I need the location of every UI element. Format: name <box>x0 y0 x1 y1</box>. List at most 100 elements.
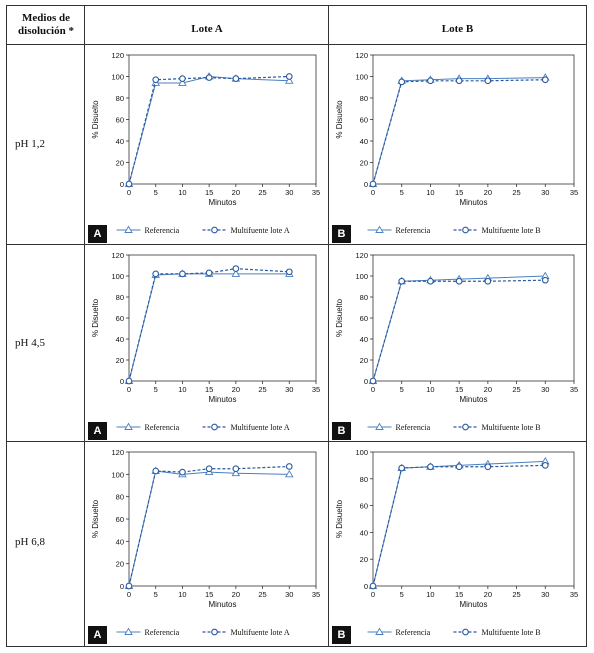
y-tick-label: 80 <box>360 94 368 103</box>
data-point <box>285 469 294 478</box>
data-point <box>125 377 133 385</box>
legend-marker <box>462 423 469 431</box>
y-tick-label: 0 <box>364 180 368 189</box>
legend-label: Referencia <box>145 423 180 432</box>
panel-badge-a: A <box>88 626 107 644</box>
row-label-ph68: pH 6,8 <box>15 536 45 548</box>
legend-label: Referencia <box>396 423 431 432</box>
x-tick-label: 10 <box>426 385 434 394</box>
y-axis-label: % Disuelto <box>91 100 100 139</box>
x-tick-label: 20 <box>232 590 240 599</box>
series-line <box>372 77 546 185</box>
data-point <box>369 180 377 188</box>
y-tick-label: 60 <box>116 515 124 524</box>
x-tick-label: 15 <box>205 590 213 599</box>
y-tick-label: 60 <box>360 314 368 323</box>
panel-badge-b: B <box>332 225 351 243</box>
chart-ph45-lote-a: 0 20 40 60 80 100 120 0 5 10 15 20 25 30 35 Minutos % Di… <box>85 245 328 441</box>
data-point <box>541 462 549 469</box>
x-tick-label: 35 <box>312 385 320 394</box>
x-tick-label: 10 <box>426 188 434 197</box>
y-tick-label: 60 <box>116 314 124 323</box>
data-point <box>398 78 406 86</box>
x-tick-label: 20 <box>484 188 492 197</box>
y-tick-label: 60 <box>116 116 124 125</box>
y-tick-label: 100 <box>111 272 124 281</box>
y-tick-label: 20 <box>360 159 368 168</box>
y-tick-label: 40 <box>116 537 124 546</box>
x-tick-label: 5 <box>400 188 404 197</box>
data-point <box>427 463 434 471</box>
y-tick-label: 20 <box>116 560 124 569</box>
x-tick-label: 5 <box>154 590 158 599</box>
plot-area <box>372 451 575 587</box>
x-tick-label: 15 <box>205 385 213 394</box>
data-point <box>455 463 463 471</box>
data-point <box>125 582 133 590</box>
x-tick-label: 20 <box>484 385 492 394</box>
data-point <box>152 467 160 475</box>
x-tick-label: 10 <box>426 590 434 599</box>
x-tick-label: 25 <box>258 385 266 394</box>
legend-label: Referencia <box>396 226 431 235</box>
x-axis-label: Minutos <box>208 395 236 404</box>
data-point <box>427 277 434 285</box>
series-line <box>372 460 546 587</box>
y-tick-label: 80 <box>116 493 124 502</box>
chart-ph12-lote-b: 0 20 40 60 80 100 120 0 5 10 15 20 25 30 35 Minutos % Di… <box>329 45 586 244</box>
data-point <box>484 463 492 471</box>
header-medios-label: Medios de disolución * <box>18 12 74 37</box>
y-tick-label: 20 <box>116 356 124 365</box>
x-tick-label: 0 <box>127 188 131 197</box>
data-point <box>205 269 213 277</box>
series-line <box>372 279 546 382</box>
row-label-ph45: pH 4,5 <box>15 337 45 349</box>
y-axis-label: % Disuelto <box>335 499 344 538</box>
data-point <box>205 465 213 473</box>
data-point <box>125 180 133 188</box>
x-tick-label: 30 <box>541 188 549 197</box>
x-tick-label: 0 <box>371 590 375 599</box>
series-line <box>128 465 290 587</box>
data-point <box>455 77 463 85</box>
data-point <box>205 74 213 81</box>
x-tick-label: 30 <box>285 385 293 394</box>
y-tick-label: 100 <box>111 470 124 479</box>
x-tick-label: 25 <box>258 188 266 197</box>
legend-marker <box>124 225 133 233</box>
x-axis-label: Minutos <box>459 395 487 404</box>
chart-svg: 0 20 40 60 80 100 0 5 10 15 20 25 30 35 Minutos % Disue… <box>335 448 578 637</box>
series-line <box>128 75 290 185</box>
x-axis-label: Minutos <box>208 198 236 207</box>
legend-label: Multifuente lote A <box>231 226 290 235</box>
header-lote-a: Lote A <box>85 23 329 36</box>
x-tick-label: 10 <box>178 188 186 197</box>
y-tick-label: 120 <box>111 448 124 457</box>
y-tick-label: 100 <box>111 73 124 82</box>
legend-label: Multifuente lote B <box>482 628 541 637</box>
x-tick-label: 10 <box>178 385 186 394</box>
data-point <box>179 75 186 83</box>
x-tick-label: 30 <box>285 188 293 197</box>
y-tick-label: 100 <box>355 272 368 281</box>
x-tick-label: 25 <box>512 188 520 197</box>
legend-marker <box>375 422 384 430</box>
data-point <box>484 77 492 85</box>
figure-table: Medios de disolución * Lote A Lote B pH … <box>6 5 587 647</box>
y-tick-label: 40 <box>360 528 368 537</box>
y-tick-label: 60 <box>360 502 368 511</box>
x-tick-label: 5 <box>154 385 158 394</box>
y-tick-label: 0 <box>364 377 368 386</box>
legend-marker <box>375 627 384 635</box>
chart-svg: 0 20 40 60 80 100 120 0 5 10 15 20 25 30 35 Minutos % Di… <box>335 251 578 432</box>
plot-area <box>372 254 575 382</box>
data-point <box>179 270 186 278</box>
legend-marker <box>375 225 384 233</box>
x-axis-label: Minutos <box>459 198 487 207</box>
y-tick-label: 120 <box>355 251 368 260</box>
data-point <box>541 276 549 284</box>
legend-marker <box>462 628 469 636</box>
y-axis-label: % Disuelto <box>335 298 344 337</box>
data-point <box>484 277 492 285</box>
y-tick-label: 40 <box>116 335 124 344</box>
